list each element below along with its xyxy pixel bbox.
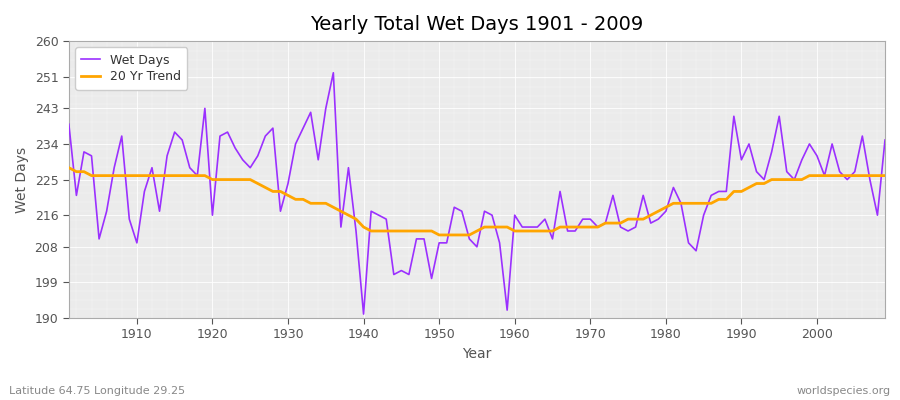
Wet Days [517,225,527,230]
Wet Days [358,312,369,316]
Text: worldspecies.org: worldspecies.org [796,386,891,396]
Wet Days [63,122,74,126]
Text: Latitude 64.75 Longitude 29.25: Latitude 64.75 Longitude 29.25 [9,386,185,396]
20 Yr Trend [434,232,445,237]
Wet Days [343,165,354,170]
Y-axis label: Wet Days: Wet Days [15,146,29,213]
Wet Days [124,217,135,222]
20 Yr Trend [124,173,135,178]
20 Yr Trend [879,173,890,178]
Legend: Wet Days, 20 Yr Trend: Wet Days, 20 Yr Trend [75,47,187,90]
Wet Days [879,138,890,142]
20 Yr Trend [290,197,301,202]
20 Yr Trend [608,221,618,226]
Wet Days [328,70,338,75]
Wet Days [290,142,301,146]
20 Yr Trend [336,209,346,214]
X-axis label: Year: Year [463,347,491,361]
20 Yr Trend [63,165,74,170]
Title: Yearly Total Wet Days 1901 - 2009: Yearly Total Wet Days 1901 - 2009 [310,15,644,34]
Wet Days [615,225,626,230]
Line: Wet Days: Wet Days [68,73,885,314]
20 Yr Trend [517,228,527,233]
20 Yr Trend [509,228,520,233]
Line: 20 Yr Trend: 20 Yr Trend [68,168,885,235]
Wet Days [525,225,535,230]
